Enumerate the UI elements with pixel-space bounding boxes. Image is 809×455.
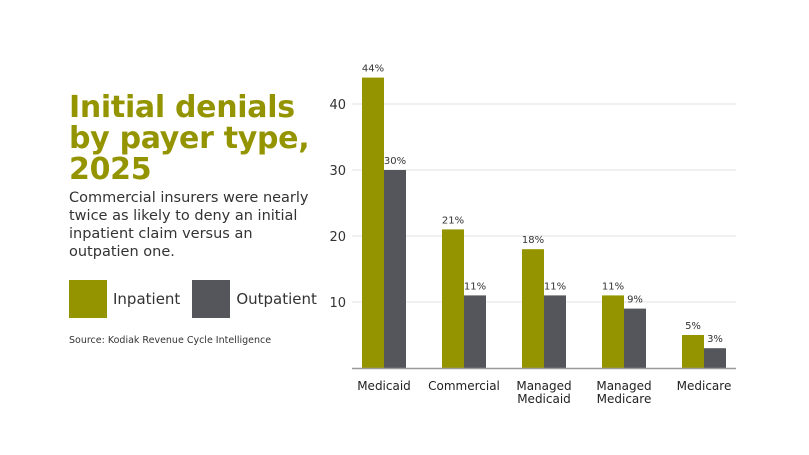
y-tick-label: 40 — [329, 98, 346, 113]
legend-item-inpatient: Inpatient — [69, 280, 180, 318]
data-label: 30% — [384, 156, 406, 167]
legend-label-outpatient: Outpatient — [236, 290, 317, 308]
chart-title: Initial denials by payer type, 2025 — [69, 90, 310, 187]
bar-outpatient — [704, 348, 726, 368]
x-tick-label: Commercial — [428, 379, 500, 393]
bar-outpatient — [624, 308, 646, 368]
legend-swatch-outpatient — [192, 280, 231, 318]
x-tick-label: Medicare — [677, 379, 732, 393]
legend-item-outpatient: Outpatient — [192, 280, 317, 318]
bar-outpatient — [384, 170, 406, 368]
bar-inpatient — [682, 335, 704, 368]
y-tick-label: 10 — [329, 296, 346, 311]
bar-inpatient — [442, 229, 464, 368]
bar-inpatient — [522, 249, 544, 368]
y-tick-label: 20 — [329, 230, 346, 245]
data-label: 3% — [707, 334, 723, 345]
data-label: 5% — [685, 321, 701, 332]
chart-subtitle: Commercial insurers were nearly twice as… — [69, 190, 309, 260]
x-tick-label: Medicare — [597, 392, 652, 406]
x-tick-label: Medicaid — [517, 392, 571, 406]
legend-label-inpatient: Inpatient — [113, 290, 181, 308]
x-tick-label: Managed — [516, 379, 571, 393]
data-label: 11% — [544, 281, 566, 292]
y-tick-label: 30 — [329, 164, 346, 179]
source-note: Source: Kodiak Revenue Cycle Intelligenc… — [69, 335, 272, 346]
data-label: 21% — [442, 215, 464, 226]
bar-outpatient — [464, 295, 486, 368]
data-label: 11% — [602, 281, 624, 292]
bar-inpatient — [602, 295, 624, 368]
bar-outpatient — [544, 295, 566, 368]
legend-swatch-inpatient — [69, 280, 107, 318]
x-tick-label: Managed — [596, 379, 651, 393]
data-label: 18% — [522, 235, 544, 246]
x-tick-label: Medicaid — [357, 379, 411, 393]
legend: Inpatient Outpatient — [69, 280, 329, 318]
data-label: 44% — [362, 64, 384, 75]
bar-inpatient — [362, 77, 384, 368]
data-label: 9% — [627, 295, 643, 306]
data-label: 11% — [464, 281, 486, 292]
